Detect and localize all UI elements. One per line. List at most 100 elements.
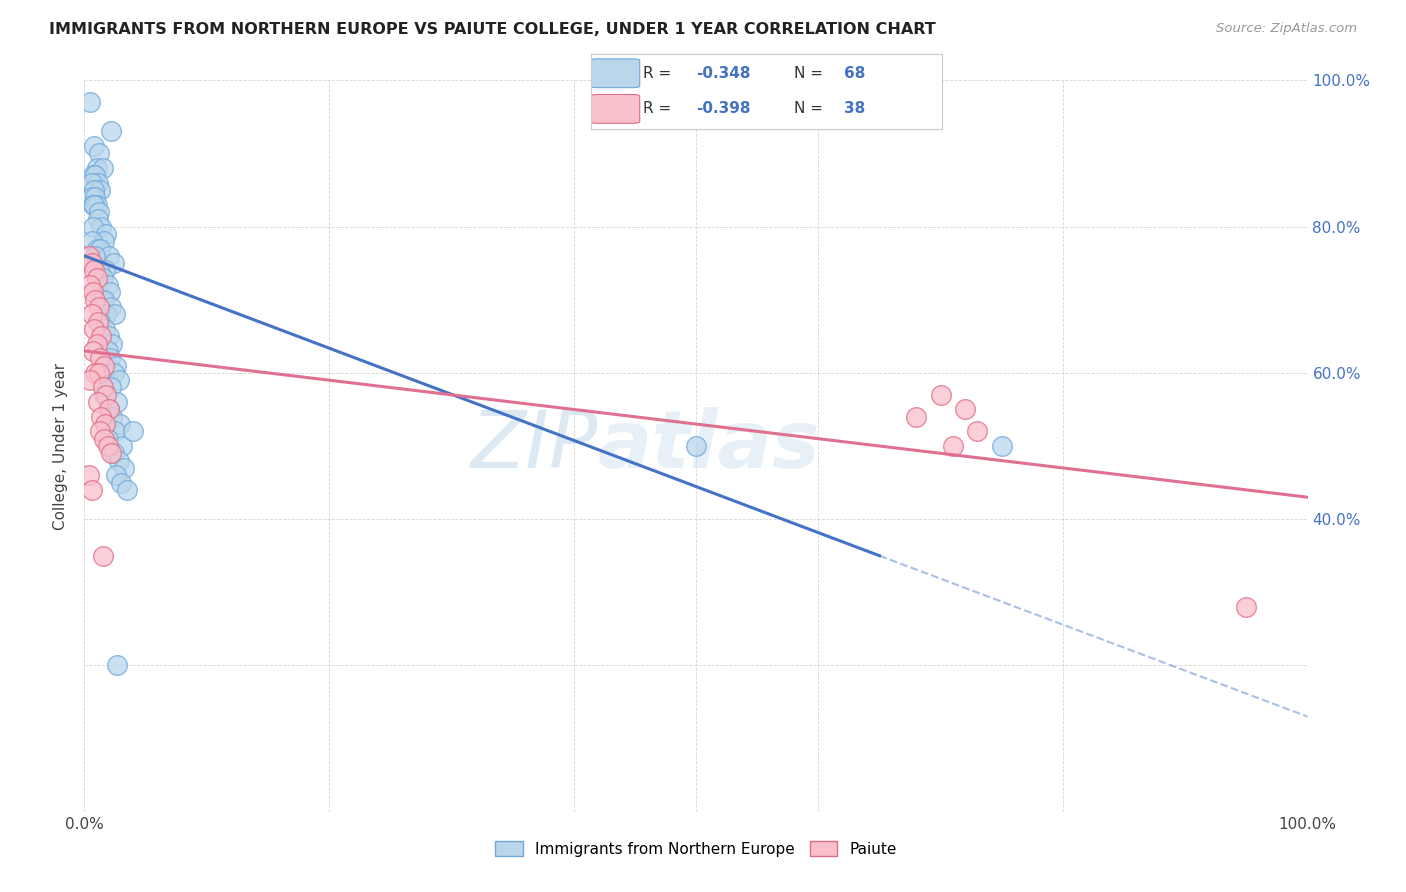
Point	[83, 263, 105, 277]
Point	[84, 190, 107, 204]
Point	[83, 322, 105, 336]
Point	[84, 366, 107, 380]
Point	[89, 183, 111, 197]
Point	[94, 417, 117, 431]
Point	[89, 315, 111, 329]
Text: R =: R =	[644, 102, 676, 116]
Point	[110, 475, 132, 490]
FancyBboxPatch shape	[591, 59, 640, 87]
Point	[79, 278, 101, 293]
Point	[91, 161, 114, 175]
Point	[101, 409, 124, 424]
Text: -0.398: -0.398	[696, 102, 751, 116]
Text: Source: ZipAtlas.com: Source: ZipAtlas.com	[1216, 22, 1357, 36]
Point	[953, 402, 976, 417]
Point	[97, 329, 120, 343]
Point	[100, 124, 122, 138]
Text: -0.348: -0.348	[696, 66, 751, 81]
Point	[86, 161, 108, 175]
Point	[96, 388, 118, 402]
Point	[82, 169, 104, 183]
Point	[90, 329, 112, 343]
Point	[105, 468, 128, 483]
Point	[87, 176, 110, 190]
Point	[80, 234, 103, 248]
FancyBboxPatch shape	[591, 95, 640, 123]
Point	[91, 380, 114, 394]
Point	[79, 95, 101, 110]
Point	[93, 388, 115, 402]
Point	[93, 432, 115, 446]
Point	[91, 366, 114, 380]
Point	[82, 219, 104, 234]
Point	[87, 366, 110, 380]
Point	[86, 197, 108, 211]
Point	[86, 336, 108, 351]
Point	[84, 293, 107, 307]
Point	[94, 322, 117, 336]
Point	[91, 270, 114, 285]
Point	[86, 270, 108, 285]
Point	[105, 359, 128, 373]
Point	[77, 468, 100, 483]
Point	[97, 249, 120, 263]
Point	[80, 483, 103, 497]
Point	[87, 146, 110, 161]
Text: ZIP: ZIP	[471, 407, 598, 485]
Point	[89, 242, 111, 256]
Point	[80, 256, 103, 270]
Point	[105, 658, 128, 673]
Point	[90, 293, 112, 307]
Point	[966, 425, 988, 439]
Point	[87, 205, 110, 219]
Point	[103, 446, 125, 460]
Point	[100, 300, 122, 314]
Y-axis label: College, Under 1 year: College, Under 1 year	[53, 362, 69, 530]
Point	[96, 227, 118, 241]
Text: 38: 38	[844, 102, 865, 116]
Point	[93, 359, 115, 373]
Point	[91, 549, 114, 563]
Text: N =: N =	[794, 102, 828, 116]
Point	[685, 439, 707, 453]
Point	[89, 351, 111, 366]
Point	[77, 249, 100, 263]
Point	[103, 366, 125, 380]
Point	[991, 439, 1014, 453]
Legend: Immigrants from Northern Europe, Paiute: Immigrants from Northern Europe, Paiute	[489, 835, 903, 863]
Point	[90, 409, 112, 424]
Point	[98, 285, 121, 300]
Point	[80, 307, 103, 321]
Point	[107, 453, 129, 467]
Point	[905, 409, 928, 424]
Point	[87, 395, 110, 409]
Point	[94, 263, 117, 277]
Point	[112, 461, 135, 475]
Point	[80, 190, 103, 204]
Point	[83, 197, 105, 211]
Point	[122, 425, 145, 439]
Text: 68: 68	[844, 66, 865, 81]
Point	[100, 446, 122, 460]
Point	[84, 169, 107, 183]
Point	[97, 439, 120, 453]
Point	[90, 219, 112, 234]
Point	[86, 242, 108, 256]
Point	[87, 263, 110, 277]
Point	[83, 183, 105, 197]
Point	[100, 380, 122, 394]
Point	[93, 293, 115, 307]
Point	[82, 285, 104, 300]
Point	[97, 402, 120, 417]
Point	[87, 212, 110, 227]
Point	[108, 417, 131, 431]
Point	[83, 139, 105, 153]
Point	[87, 300, 110, 314]
Point	[97, 343, 120, 358]
Point	[942, 439, 965, 453]
Point	[80, 176, 103, 190]
Point	[84, 249, 107, 263]
Text: N =: N =	[794, 66, 828, 81]
Point	[82, 197, 104, 211]
Point	[87, 315, 110, 329]
